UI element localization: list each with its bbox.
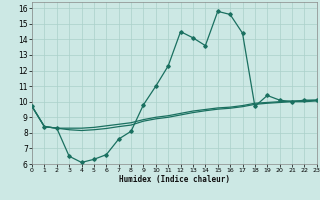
X-axis label: Humidex (Indice chaleur): Humidex (Indice chaleur) — [119, 175, 230, 184]
